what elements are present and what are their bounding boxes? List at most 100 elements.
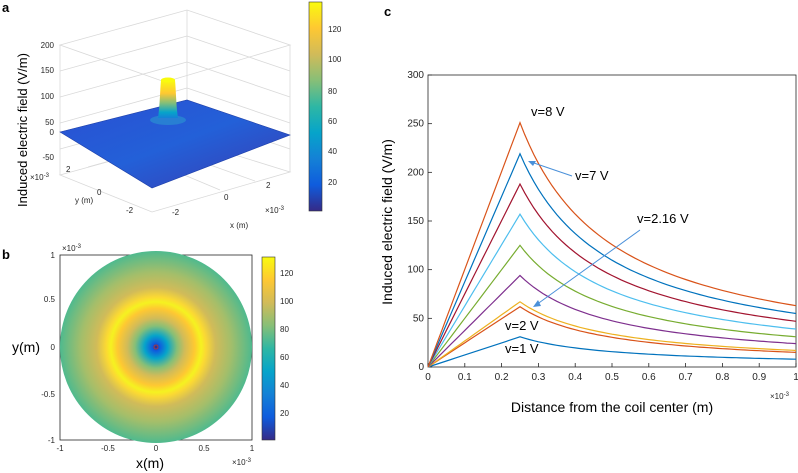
x-tick-label: 0.5 — [605, 372, 619, 383]
series-line — [427, 244, 797, 368]
panel-a-colorbar — [308, 1, 323, 212]
panel-c-x-exponent: ×10-3 — [770, 392, 790, 401]
x-tick-label: 0 — [425, 372, 431, 383]
x-tick-label: 0.9 — [752, 372, 766, 383]
y-tick-label: 50 — [413, 313, 425, 324]
y-tick-label: 100 — [407, 265, 424, 276]
y-tick: -0.5 — [41, 390, 55, 399]
x-tick-label: 1 — [793, 372, 798, 383]
y-tick: -2 — [126, 206, 134, 215]
series-line — [427, 121, 797, 368]
panel-c-label: c — [384, 4, 391, 19]
y-tick: 0 — [97, 188, 102, 197]
x-tick: 1 — [250, 444, 255, 453]
panel-a-y-label: y (m) — [75, 196, 94, 205]
series-line — [427, 152, 797, 368]
x-tick-label: 0.6 — [642, 372, 656, 383]
series-line — [427, 305, 797, 368]
annotation-v7-arrow — [530, 161, 573, 177]
annotation-v8: v=8 V — [531, 104, 565, 119]
panel-a-y-exponent: ×10-3 — [30, 173, 50, 182]
panel-b-colorbar-ticks: 120 100 80 60 40 20 — [280, 269, 294, 418]
panel-b-label: b — [2, 247, 10, 262]
panel-c-x-ticks: 0 0.1 0.2 0.3 0.4 0.5 0.6 0.7 0.8 0.9 1 — [425, 363, 798, 383]
panel-b-x-ticks: -1 -0.5 0 0.5 1 — [56, 444, 254, 453]
panel-a: a — [2, 0, 342, 230]
y-tick-label: 300 — [407, 70, 424, 81]
panel-c-y-ticks: 0 50 100 150 200 250 300 — [407, 70, 432, 373]
colorbar-tick: 40 — [280, 381, 289, 390]
y-tick: 0.5 — [44, 295, 56, 304]
y-tick: 2 — [66, 165, 71, 174]
x-tick-label: 0.3 — [531, 372, 545, 383]
x-tick-label: 0.4 — [568, 372, 582, 383]
panel-b-disc — [60, 251, 252, 443]
panel-a-z-ticks: 200 150 100 50 0 -50 — [41, 41, 55, 162]
panel-a-x-label: x (m) — [230, 221, 249, 230]
x-tick: 2 — [266, 181, 271, 190]
panel-b-x-label: x(m) — [136, 455, 164, 471]
x-tick-label: 0.8 — [715, 372, 729, 383]
panel-a-peak — [150, 77, 186, 125]
x-tick-label: 0.1 — [458, 372, 472, 383]
panel-a-surface — [59, 99, 291, 189]
colorbar-tick: 20 — [280, 409, 289, 418]
panel-a-x-exponent: ×10-3 — [265, 206, 285, 215]
series-line — [427, 182, 797, 368]
annotation-v216-arrowhead — [533, 300, 541, 307]
y-tick: 0 — [51, 343, 56, 352]
panel-b-x-exponent: ×10-3 — [232, 458, 252, 467]
series-line — [427, 213, 797, 368]
x-tick: 0 — [154, 444, 159, 453]
colorbar-tick: 80 — [280, 325, 289, 334]
panel-c-x-label: Distance from the coil center (m) — [511, 399, 713, 415]
y-tick: -1 — [48, 436, 56, 445]
panel-a-top-face — [58, 9, 292, 83]
panel-a-label: a — [2, 0, 10, 15]
x-tick-label: 0.2 — [495, 372, 509, 383]
annotation-v2: v=2 V — [505, 318, 539, 333]
annotation-v216-arrow — [535, 229, 641, 306]
series-line — [427, 301, 797, 368]
annotation-v216: v=2.16 V — [637, 211, 689, 226]
colorbar-tick: 120 — [328, 25, 342, 34]
z-tick: 0 — [50, 128, 55, 137]
colorbar-tick: 100 — [280, 297, 294, 306]
colorbar-tick: 60 — [280, 353, 289, 362]
panel-a-x-ticks: -2 0 2 — [172, 181, 271, 217]
series-line — [427, 274, 797, 368]
x-tick: 0 — [224, 193, 229, 202]
panel-b-y-label: y(m) — [12, 339, 40, 355]
panel-a-y-ticks: 2 0 -2 — [66, 165, 134, 215]
colorbar-tick: 40 — [328, 147, 337, 156]
panel-b-y-ticks: 1 0.5 0 -0.5 -1 — [41, 251, 55, 445]
x-tick: -2 — [172, 208, 180, 217]
panel-a-colorbar-ticks: 120 100 80 60 40 20 — [328, 25, 342, 187]
x-tick: -0.5 — [101, 444, 115, 453]
z-tick: 50 — [45, 118, 54, 127]
panel-a-z-label: Induced electric field (V/m) — [15, 53, 30, 207]
panel-c-y-label: Induced electric field (V/m) — [379, 139, 395, 305]
annotation-v1: v=1 V — [505, 341, 539, 356]
annotation-v7: v=7 V — [575, 168, 609, 183]
z-tick: 150 — [41, 66, 55, 75]
panel-b-colorbar — [261, 256, 276, 441]
colorbar-tick: 100 — [328, 55, 342, 64]
annotation-v7-arrowhead — [528, 161, 536, 166]
panel-c-series — [427, 121, 797, 368]
x-tick: 0.5 — [198, 444, 210, 453]
colorbar-tick: 80 — [328, 87, 337, 96]
y-tick-label: 200 — [407, 167, 424, 178]
y-tick-label: 150 — [407, 216, 424, 227]
z-tick: 200 — [41, 41, 55, 50]
x-tick: -1 — [56, 444, 64, 453]
panel-b-center-marker — [153, 344, 159, 350]
panel-b: b 1 0.5 0 -0.5 -1 -1 -0.5 0 0.5 1 ×10-3 … — [2, 244, 294, 471]
colorbar-tick: 60 — [328, 117, 337, 126]
series-line — [427, 336, 797, 368]
panel-b-y-exponent: ×10-3 — [62, 244, 82, 253]
y-tick-label: 0 — [418, 362, 424, 373]
panel-c-axes — [427, 74, 797, 368]
z-tick: -50 — [42, 153, 54, 162]
